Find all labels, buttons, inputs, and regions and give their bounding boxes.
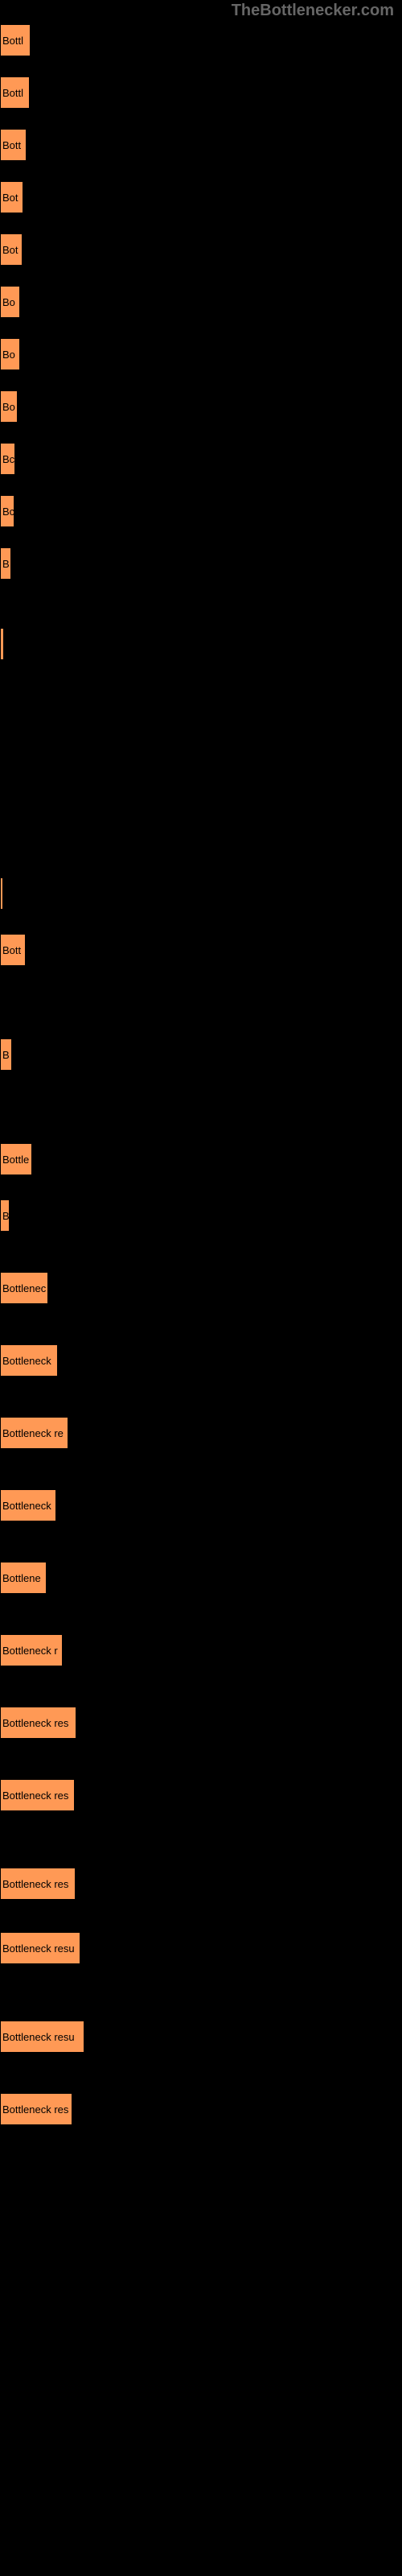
- bar-label: Bc: [2, 506, 14, 518]
- bar-row: Bottle: [0, 1143, 32, 1175]
- bar: Bot: [0, 181, 23, 213]
- bar-row: B: [0, 1199, 10, 1232]
- bar: Bottleneck res: [0, 2093, 72, 2125]
- bar-row: Bo: [0, 286, 20, 318]
- bar-label: Bot: [2, 192, 18, 204]
- bar-label: Bottleneck re: [2, 1427, 64, 1439]
- bar: Bott: [0, 129, 27, 161]
- bar: Bottleneck: [0, 1489, 56, 1521]
- bar-row: Bott: [0, 129, 27, 161]
- bar-row: Bottl: [0, 24, 31, 56]
- bar: B: [0, 1038, 12, 1071]
- bar-row: Bottleneck res: [0, 1707, 76, 1739]
- bar: Bottleneck resu: [0, 2021, 84, 2053]
- bar-label: Bottleneck res: [2, 2103, 68, 2116]
- bar: Bottl: [0, 24, 31, 56]
- bar: Bottlene: [0, 1562, 47, 1594]
- bar: Bo: [0, 286, 20, 318]
- bar: Bottlenec: [0, 1272, 48, 1304]
- bar-chart: Bottl Bottl Bott Bot Bot Bo Bo Bo Bc Bc B Bott B Bott…: [0, 0, 402, 2576]
- bar-row: Bott: [0, 934, 26, 966]
- bar: Bc: [0, 495, 14, 527]
- bar-row: [0, 628, 4, 660]
- bar: Bottleneck: [0, 1344, 58, 1377]
- bar-label: Bot: [2, 244, 18, 256]
- bar-label: Bott: [2, 139, 21, 151]
- bar-label: Bottleneck resu: [2, 2031, 75, 2043]
- bar: Bo: [0, 338, 20, 370]
- bar-label: Bo: [2, 349, 15, 361]
- bar-label: Bottlenec: [2, 1282, 46, 1294]
- bar: Bo: [0, 390, 18, 423]
- bar-row: Bottleneck res: [0, 1868, 76, 1900]
- bar: Bott: [0, 934, 26, 966]
- bar: Bottle: [0, 1143, 32, 1175]
- bar: Bottleneck res: [0, 1868, 76, 1900]
- bar-label: Bo: [2, 401, 15, 413]
- bar-label: Bottleneck r: [2, 1645, 58, 1657]
- bar-label: Bott: [2, 944, 21, 956]
- bar-label: B: [2, 1049, 10, 1061]
- bar: Bot: [0, 233, 23, 266]
- bar-label: Bottl: [2, 35, 23, 47]
- bar-row: Bc: [0, 443, 15, 475]
- bar-row: Bottl: [0, 76, 30, 109]
- bar: [0, 877, 3, 910]
- bar-row: Bot: [0, 181, 23, 213]
- bar-row: Bottleneck res: [0, 2093, 72, 2125]
- bar-label: Bc: [2, 453, 14, 465]
- bar: Bc: [0, 443, 15, 475]
- bar-label: Bottleneck resu: [2, 1942, 75, 1955]
- bar-row: Bottleneck resu: [0, 2021, 84, 2053]
- bar-row: Bottleneck: [0, 1489, 56, 1521]
- bar-label: Bottlene: [2, 1572, 41, 1584]
- bar-label: Bottleneck: [2, 1500, 51, 1512]
- bar-row: B: [0, 1038, 12, 1071]
- bar-label: Bottleneck res: [2, 1878, 68, 1890]
- bar-row: Bc: [0, 495, 14, 527]
- bar: Bottleneck res: [0, 1779, 75, 1811]
- bar-label: Bottleneck res: [2, 1790, 68, 1802]
- bar-label: Bottl: [2, 87, 23, 99]
- bar-row: Bottlenec: [0, 1272, 48, 1304]
- bar-row: Bottlene: [0, 1562, 47, 1594]
- bar: B: [0, 547, 11, 580]
- bar: Bottleneck res: [0, 1707, 76, 1739]
- bar-row: Bottleneck r: [0, 1634, 63, 1666]
- bar-row: Bottleneck resu: [0, 1932, 80, 1964]
- bar-label: Bottle: [2, 1154, 29, 1166]
- bar-row: Bo: [0, 390, 18, 423]
- bar-row: Bo: [0, 338, 20, 370]
- bar: Bottl: [0, 76, 30, 109]
- bar-row: B: [0, 547, 11, 580]
- bar-row: Bot: [0, 233, 23, 266]
- bar: B: [0, 1199, 10, 1232]
- bar: Bottleneck r: [0, 1634, 63, 1666]
- bar: Bottleneck re: [0, 1417, 68, 1449]
- bar-label: Bo: [2, 296, 15, 308]
- bar-label: Bottleneck res: [2, 1717, 68, 1729]
- bar-row: [0, 877, 3, 910]
- bar-label: Bottleneck: [2, 1355, 51, 1367]
- bar-row: Bottleneck re: [0, 1417, 68, 1449]
- bar: Bottleneck resu: [0, 1932, 80, 1964]
- bar-row: Bottleneck: [0, 1344, 58, 1377]
- bar-label: B: [2, 1210, 10, 1222]
- bar-row: Bottleneck res: [0, 1779, 75, 1811]
- bar: [0, 628, 4, 660]
- bar-label: B: [2, 558, 10, 570]
